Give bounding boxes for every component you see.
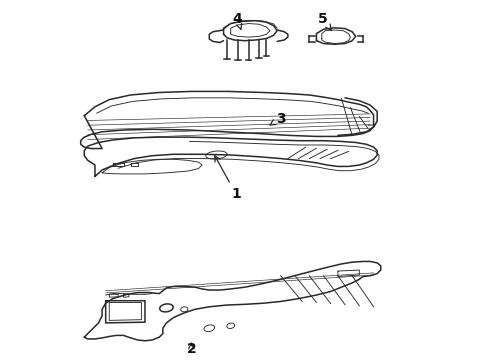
Text: 2: 2 (187, 342, 196, 356)
Text: 3: 3 (270, 112, 286, 126)
Text: 1: 1 (215, 156, 241, 201)
Text: 4: 4 (232, 12, 242, 30)
Text: 5: 5 (318, 12, 332, 31)
